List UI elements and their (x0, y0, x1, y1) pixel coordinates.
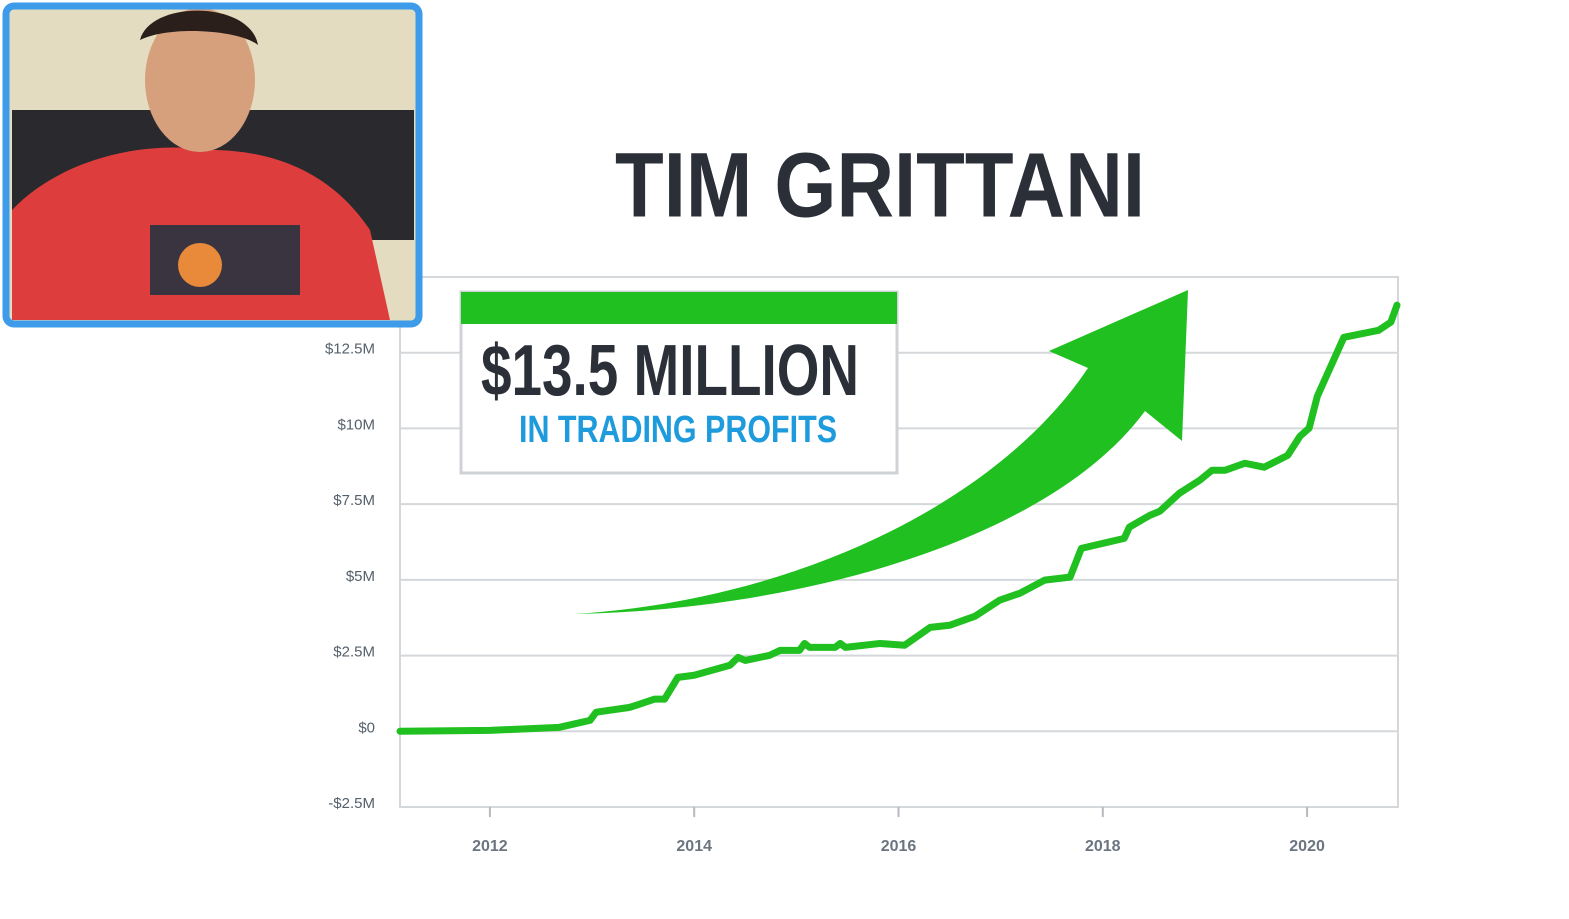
photo-hair (140, 10, 258, 45)
y-tick-label: $0 (358, 719, 375, 736)
photo (2, 2, 423, 328)
arrow (574, 290, 1188, 614)
y-tick-label: $12.5M (325, 341, 375, 358)
photo-frame (2, 2, 423, 328)
y-tick-label: $7.5M (333, 492, 375, 509)
x-tick-label: 2014 (676, 838, 712, 855)
callout-amount: $13.5 MILLION (481, 331, 859, 411)
callout-subtitle: IN TRADING PROFITS (519, 409, 837, 451)
chart-title: TIM GRITTANI (615, 134, 1145, 236)
x-tick-label: 2016 (881, 838, 917, 855)
data-line (396, 301, 1401, 735)
callout: $13.5 MILLION IN TRADING PROFITS (459, 290, 899, 475)
x-tick-label: 2012 (472, 838, 508, 855)
photo-shirt-print (150, 225, 300, 295)
callout-band (461, 292, 897, 324)
photo-logo (178, 243, 222, 287)
y-tick-label: $10M (337, 416, 375, 433)
y-tick-label: $2.5M (333, 644, 375, 661)
y-tick-label: $5M (346, 568, 375, 585)
photo-face (145, 8, 255, 152)
x-tick-label: 2020 (1289, 838, 1325, 855)
x-tick-label: 2018 (1085, 838, 1121, 855)
y-tick-label: -$2.5M (328, 795, 375, 812)
